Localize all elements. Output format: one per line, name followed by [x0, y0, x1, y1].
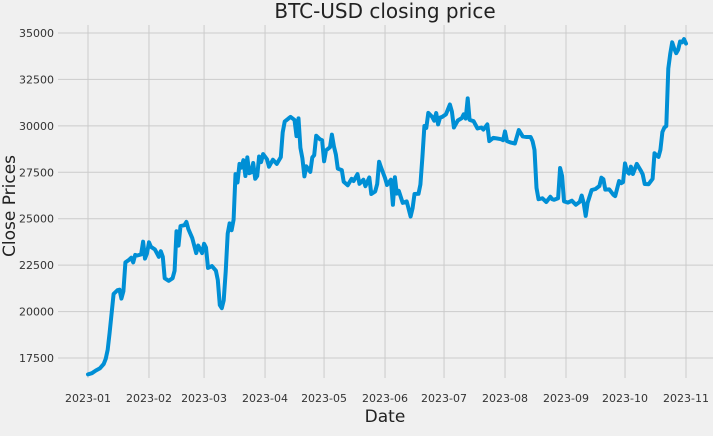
x-tick-label: 2023-02	[126, 392, 172, 405]
y-tick-label: 35000	[19, 27, 54, 40]
x-tick-label: 2023-07	[421, 392, 467, 405]
x-tick-label: 2023-03	[181, 392, 227, 405]
y-tick-labels: 17500 20000 22500 25000 27500 30000 32500 35000	[19, 27, 54, 365]
x-tick-label: 2023-10	[602, 392, 648, 405]
y-tick-label: 25000	[19, 213, 54, 226]
y-tick-label: 20000	[19, 306, 54, 319]
y-tick-label: 30000	[19, 120, 54, 133]
x-tick-labels: 2023-01 2023-02 2023-03 2023-04 2023-05 2023-…	[65, 392, 709, 405]
y-tick-label: 32500	[19, 73, 54, 86]
x-tick-label: 2023-06	[362, 392, 408, 405]
x-tick-label: 2023-09	[543, 392, 589, 405]
x-tick-label: 2023-11	[663, 392, 709, 405]
x-tick-label: 2023-04	[242, 392, 288, 405]
y-tick-label: 17500	[19, 352, 54, 365]
x-axis-label: Date	[365, 407, 406, 427]
y-tick-label: 27500	[19, 166, 54, 179]
x-tick-label: 2023-08	[482, 392, 528, 405]
y-axis-label: Close Prices	[0, 155, 20, 257]
close-price-line	[86, 37, 688, 377]
x-tick-label: 2023-01	[65, 392, 111, 405]
x-tick-label: 2023-05	[301, 392, 347, 405]
chart-title: BTC-USD closing price	[274, 0, 495, 23]
y-tick-label: 22500	[19, 259, 54, 272]
